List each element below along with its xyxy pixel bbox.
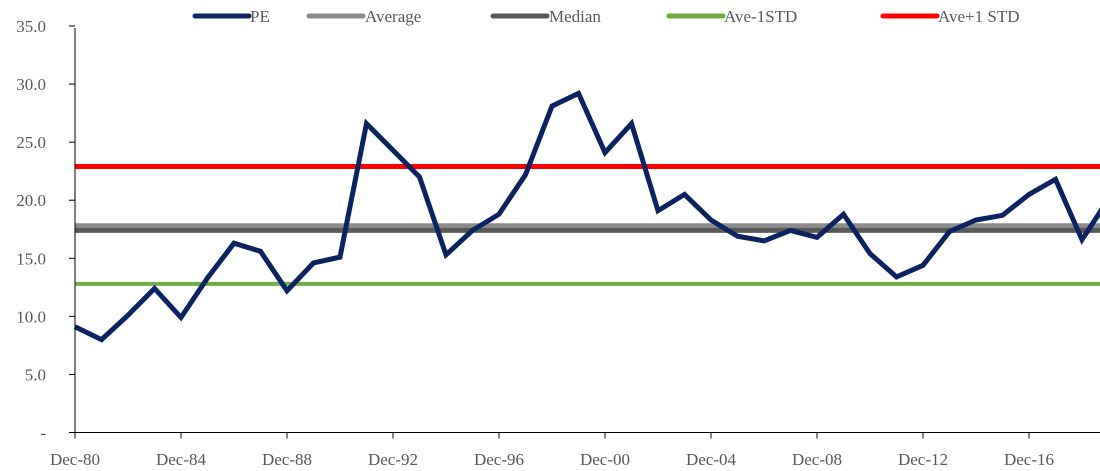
- legend-label-pe: PE: [250, 7, 270, 26]
- pe-line: [73, 90, 1100, 343]
- y-axis-ticks: - 5.0 10.0 15.0 20.0 25.0 30.0 35.0: [16, 17, 75, 443]
- x-tick-label: Dec-88: [262, 450, 312, 469]
- legend: PE Average Median Ave-1STD Ave+1 STD: [192, 7, 1020, 26]
- x-tick-label: Dec-04: [686, 450, 737, 469]
- y-tick-label: -: [40, 424, 46, 443]
- legend-label-median: Median: [549, 7, 601, 26]
- x-tick-label: Dec-80: [50, 450, 100, 469]
- x-tick-label: Dec-96: [474, 450, 524, 469]
- y-tick-label: 30.0: [16, 75, 46, 94]
- legend-label-ave-1-std: Ave+1 STD: [938, 7, 1020, 26]
- y-tick-label: 10.0: [16, 307, 46, 326]
- x-tick-label: Dec-00: [580, 450, 630, 469]
- y-tick-label: 15.0: [16, 249, 46, 268]
- y-tick-label: 5.0: [25, 365, 46, 384]
- reference-lines: [75, 164, 1100, 286]
- x-tick-label: Dec-12: [898, 450, 948, 469]
- axes: [74, 28, 1100, 433]
- x-tick-label: Dec-92: [368, 450, 418, 469]
- x-axis-ticks: Dec-80 Dec-84 Dec-88 Dec-92 Dec-96 Dec-00 Dec-…: [50, 432, 1054, 469]
- y-tick-label: 25.0: [16, 133, 46, 152]
- y-tick-label: 35.0: [16, 17, 46, 36]
- y-tick-label: 20.0: [16, 191, 46, 210]
- legend-label-average: Average: [365, 7, 421, 26]
- x-tick-label: Dec-16: [1004, 450, 1054, 469]
- x-tick-label: Dec-84: [156, 450, 207, 469]
- pe-series: [73, 90, 1100, 343]
- x-tick-label: Dec-08: [792, 450, 842, 469]
- legend-label-ave-1std: Ave-1STD: [724, 7, 797, 26]
